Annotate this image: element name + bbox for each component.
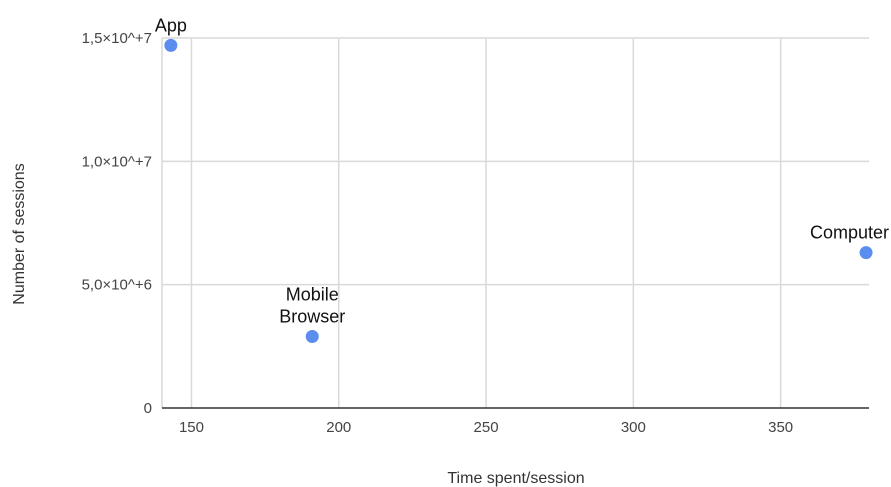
- x-axis-title: Time spent/session: [447, 470, 584, 487]
- grid-layer: [161, 37, 869, 408]
- points-layer: [164, 38, 873, 343]
- x-tick-label: 150: [179, 419, 204, 436]
- x-tick-label: 350: [768, 419, 793, 436]
- data-point-label: Mobile Browser: [279, 284, 345, 326]
- y-tick-label: 0: [144, 400, 152, 417]
- data-point: [859, 246, 873, 260]
- y-tick-label: 5,0×10^+6: [82, 277, 152, 294]
- point-labels-layer: App Mobile Browser Computer: [155, 15, 889, 326]
- y-axis-title: Number of sessions: [11, 163, 28, 304]
- data-point-label: Computer: [810, 223, 889, 243]
- data-point-label: App: [155, 15, 187, 35]
- x-tick-label: 200: [326, 419, 351, 436]
- axis-layer: 0 5,0×10^+6 1,0×10^+7 1,5×10^+7 150 200 250 300…: [82, 30, 869, 436]
- data-point: [164, 38, 178, 52]
- y-tick-label: 1,5×10^+7: [82, 30, 152, 47]
- x-tick-label: 300: [621, 419, 646, 436]
- data-point: [305, 329, 319, 343]
- x-tick-label: 250: [474, 419, 499, 436]
- y-tick-label: 1,0×10^+7: [82, 153, 152, 170]
